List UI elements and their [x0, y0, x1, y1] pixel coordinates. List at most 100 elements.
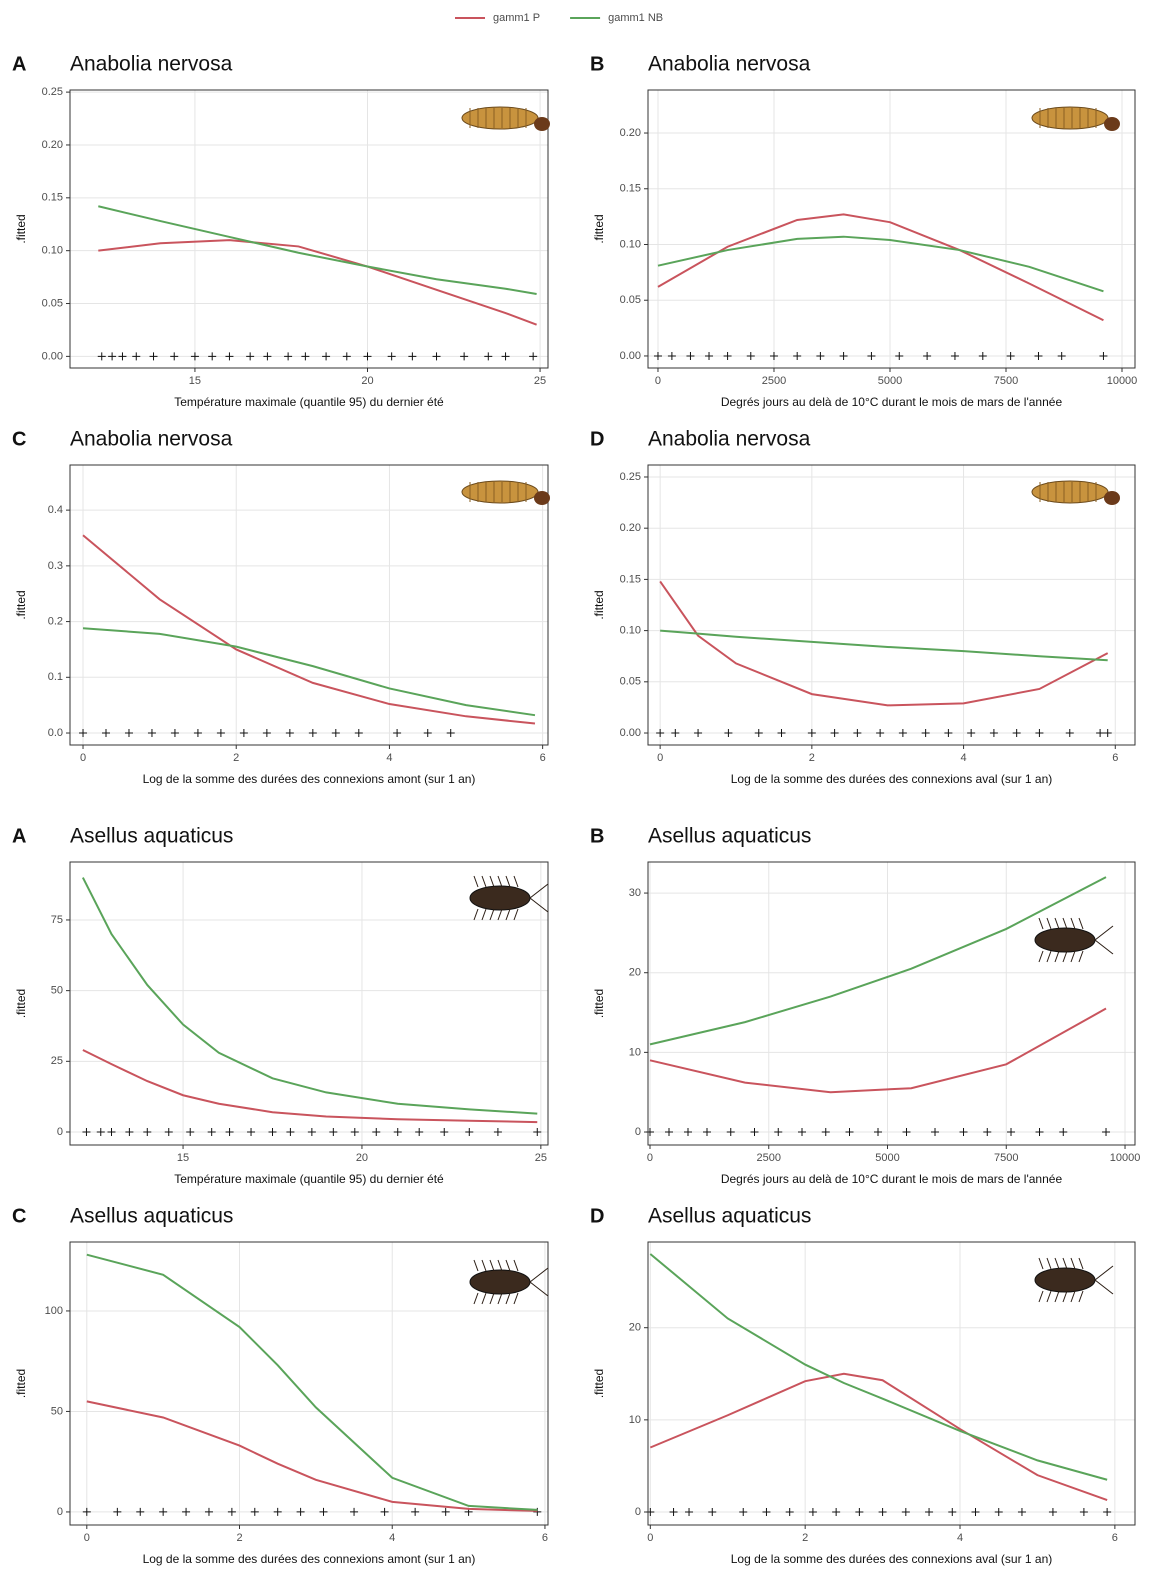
- rug-mark: [440, 1127, 449, 1136]
- rug-mark: [978, 351, 987, 360]
- series-line: [657, 235, 1104, 293]
- y-tick-label: 10: [629, 1414, 641, 1426]
- insect-icon: [461, 106, 550, 131]
- x-axis-label: Log de la somme des durées des connexion…: [143, 772, 476, 786]
- y-tick-label: 0: [635, 1126, 641, 1138]
- icon-leg: [1046, 1290, 1052, 1303]
- rug-mark: [170, 352, 179, 361]
- icon-leg: [489, 1259, 495, 1272]
- panel-title: Asellus aquaticus: [648, 1205, 811, 1228]
- icon-leg: [505, 875, 511, 888]
- series-line: [86, 1400, 538, 1512]
- rug-mark: [944, 729, 953, 738]
- rug-mark: [79, 729, 88, 738]
- rug-mark: [301, 352, 310, 361]
- rug-mark: [501, 352, 510, 361]
- icon-leg: [1062, 950, 1068, 963]
- plot-frame: [647, 861, 1136, 1146]
- icon-leg: [1062, 1290, 1068, 1303]
- rug-mark: [685, 1508, 694, 1517]
- series-line: [649, 1007, 1107, 1094]
- x-tick-label: 6: [540, 752, 546, 764]
- icon-head: [534, 491, 550, 505]
- y-tick-label: 0.00: [620, 350, 641, 362]
- rug-mark: [832, 1508, 841, 1517]
- y-axis-label: .fitted: [592, 989, 606, 1018]
- rug-mark: [262, 729, 271, 738]
- y-axis-label: .fitted: [592, 214, 606, 243]
- icon-body: [1034, 1267, 1096, 1293]
- panel-letter: A: [12, 825, 26, 847]
- rug-mark: [273, 1507, 282, 1516]
- rug-mark: [186, 1127, 195, 1136]
- x-tick-label: 2: [236, 1532, 242, 1544]
- rug-mark: [1006, 351, 1015, 360]
- x-tick-label: 0: [84, 1532, 90, 1544]
- rug-mark: [124, 729, 133, 738]
- rug-mark: [322, 352, 331, 361]
- y-tick-label: 0: [57, 1506, 63, 1518]
- rug-mark: [774, 1128, 783, 1137]
- icon-leg: [1054, 1257, 1060, 1270]
- icon-body: [1031, 480, 1109, 504]
- panel-title: Asellus aquaticus: [70, 825, 233, 848]
- y-tick-label: 0.15: [620, 573, 641, 585]
- y-tick-label: 0.25: [42, 86, 63, 98]
- icon-leg: [513, 1259, 519, 1272]
- x-tick-label: 0: [647, 1152, 653, 1164]
- rug-mark: [286, 1127, 295, 1136]
- rug-mark: [208, 352, 217, 361]
- rug-mark: [694, 729, 703, 738]
- rug-mark: [855, 1508, 864, 1517]
- icon-body: [1031, 106, 1109, 130]
- icon-leg: [1054, 917, 1060, 930]
- insect-icon: [469, 1259, 549, 1305]
- rug-mark: [724, 729, 733, 738]
- rug-mark: [136, 1507, 145, 1516]
- icon-antenna: [1094, 1279, 1114, 1295]
- plot-background: [70, 862, 548, 1145]
- series-line: [659, 580, 1109, 707]
- plot-background: [70, 465, 548, 745]
- icon-antenna: [1094, 939, 1114, 955]
- y-tick-label: 10: [629, 1046, 641, 1058]
- rug-mark: [762, 1508, 771, 1517]
- rug-mark: [1103, 1508, 1112, 1517]
- series-line: [649, 876, 1107, 1046]
- x-tick-label: 0: [80, 752, 86, 764]
- rug-mark: [853, 729, 862, 738]
- icon-leg: [489, 1292, 495, 1305]
- rug-mark: [1079, 1508, 1088, 1517]
- rug-mark: [769, 351, 778, 360]
- rug-mark: [754, 729, 763, 738]
- icon-leg: [505, 1259, 511, 1272]
- y-tick-label: 0.1: [48, 671, 63, 683]
- icon-head: [534, 117, 550, 131]
- icon-leg: [1038, 1257, 1044, 1270]
- rug-mark: [250, 1507, 259, 1516]
- y-tick-label: 0.4: [48, 504, 63, 516]
- rug-mark: [1035, 1128, 1044, 1137]
- x-axis-label: Log de la somme des durées des connexion…: [143, 1552, 476, 1566]
- panel-letter: C: [12, 1205, 26, 1227]
- x-tick-label: 4: [961, 752, 967, 764]
- insect-icon: [461, 480, 550, 505]
- rug-mark: [239, 729, 248, 738]
- y-tick-label: 0.20: [620, 522, 641, 534]
- x-tick-label: 15: [189, 375, 201, 387]
- rug-mark: [380, 1507, 389, 1516]
- rug-mark: [484, 352, 493, 361]
- rug-mark: [1048, 1508, 1057, 1517]
- rug-mark: [989, 729, 998, 738]
- icon-leg: [505, 1292, 511, 1305]
- panel-letter: A: [12, 53, 26, 75]
- rug-mark: [1035, 729, 1044, 738]
- rug-mark: [247, 1127, 256, 1136]
- rug-mark: [170, 729, 179, 738]
- rug-mark: [686, 351, 695, 360]
- y-tick-label: 20: [629, 967, 641, 979]
- rug-mark: [876, 729, 885, 738]
- rug-mark: [950, 351, 959, 360]
- rug-mark: [808, 1508, 817, 1517]
